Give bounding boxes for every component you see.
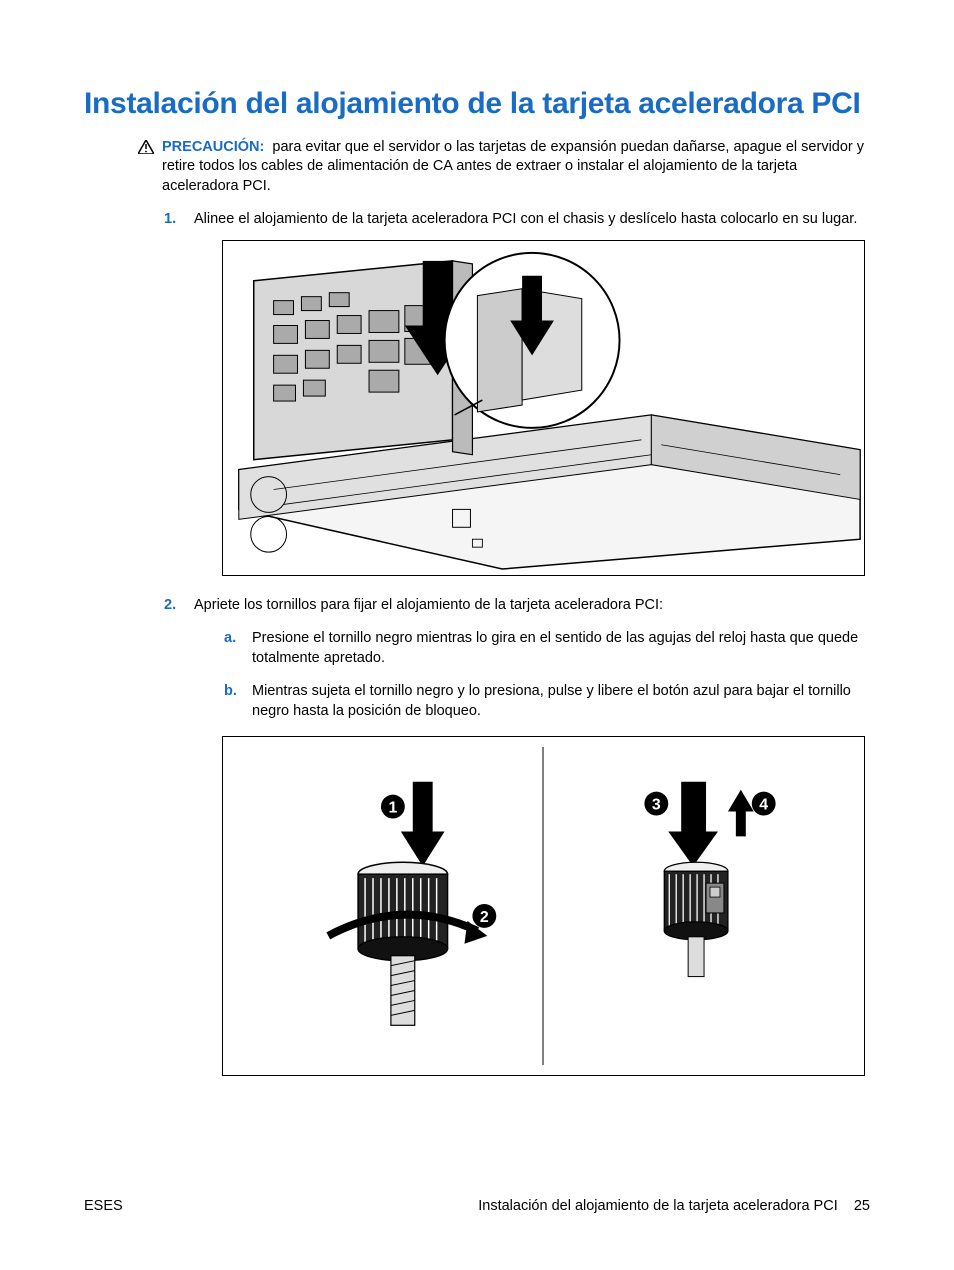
figure-1	[222, 240, 865, 576]
steps-list: Alinee el alojamiento de la tarjeta acel…	[164, 210, 870, 1075]
figure-2: 1	[222, 736, 865, 1076]
callout-1: 1	[388, 799, 397, 816]
step-1-text: Alinee el alojamiento de la tarjeta acel…	[194, 211, 857, 227]
footer-right-label: Instalación del alojamiento de la tarjet…	[478, 1198, 838, 1214]
callout-4: 4	[759, 796, 768, 813]
footer-left: ESES	[84, 1198, 123, 1214]
figure-1-wrap	[222, 240, 870, 576]
callout-2: 2	[480, 908, 489, 925]
substep-a-text: Presione el tornillo negro mientras lo g…	[252, 630, 858, 666]
caution-label: PRECAUCIÓN:	[162, 139, 264, 155]
substep-a: Presione el tornillo negro mientras lo g…	[224, 629, 870, 668]
substeps-list: Presione el tornillo negro mientras lo g…	[224, 629, 870, 721]
caution-icon	[138, 140, 154, 161]
substep-b: Mientras sujeta el tornillo negro y lo p…	[224, 682, 870, 721]
callout-3: 3	[652, 796, 661, 813]
page-footer: ESES Instalación del alojamiento de la t…	[84, 1198, 870, 1214]
step-2: Apriete los tornillos para fijar el aloj…	[164, 596, 870, 1076]
caution-text: PRECAUCIÓN: para evitar que el servidor …	[162, 138, 870, 197]
figure-2-wrap: 1	[222, 736, 870, 1076]
step-1: Alinee el alojamiento de la tarjeta acel…	[164, 210, 870, 576]
substep-b-text: Mientras sujeta el tornillo negro y lo p…	[252, 683, 851, 719]
caution-body: para evitar que el servidor o las tarjet…	[162, 139, 864, 194]
footer-page-number: 25	[854, 1198, 870, 1214]
page-title: Instalación del alojamiento de la tarjet…	[84, 88, 870, 120]
caution-block: PRECAUCIÓN: para evitar que el servidor …	[138, 138, 870, 197]
footer-right: Instalación del alojamiento de la tarjet…	[478, 1198, 870, 1214]
step-2-text: Apriete los tornillos para fijar el aloj…	[194, 597, 663, 613]
